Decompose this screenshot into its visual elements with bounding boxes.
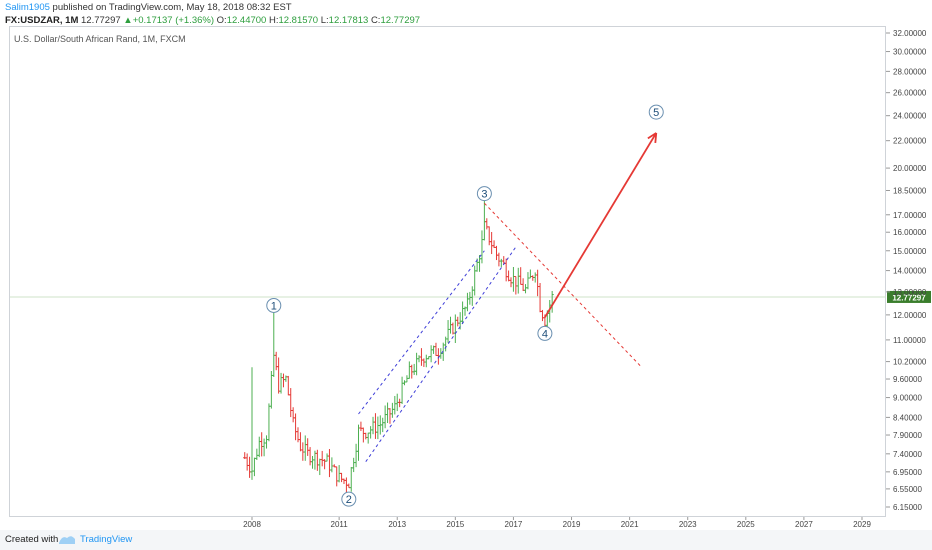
y-tick-label: 20.00000	[893, 164, 927, 173]
author-link[interactable]: Salim1905	[5, 2, 50, 13]
channel-line[interactable]	[358, 250, 485, 415]
open-label: O:	[216, 15, 227, 26]
current-price-tag	[887, 290, 931, 303]
y-axis: 32.00000 30.00000 28.00000 26.00000 24.00000…	[886, 29, 927, 512]
wave-label: 3	[481, 189, 487, 201]
change-value: +0.17137 (+1.36%)	[132, 15, 215, 26]
wave-label: 1	[271, 300, 277, 312]
x-tick-label: 2029	[853, 520, 871, 529]
y-tick-label: 32.00000	[893, 29, 927, 38]
y-tick-label: 24.00000	[893, 112, 927, 121]
resistance-trendline[interactable]	[484, 202, 643, 368]
channel-line[interactable]	[365, 246, 517, 462]
high-value: 12.81570	[278, 15, 319, 26]
current-price-label: 12.77297	[892, 293, 926, 302]
wave-label: 2	[346, 494, 352, 506]
y-tick-label: 13.00000	[893, 288, 927, 297]
y-tick-label: 9.60000	[893, 375, 922, 384]
close-value: 12.77297	[380, 15, 421, 26]
y-tick-label: 6.55000	[893, 485, 922, 494]
y-tick-label: 12.00000	[893, 311, 927, 320]
y-tick-label: 14.00000	[893, 267, 927, 276]
symbol-label: FX:USDZAR, 1M	[5, 15, 79, 26]
x-tick-label: 2021	[621, 520, 639, 529]
x-tick-label: 2011	[331, 520, 349, 529]
y-tick-label: 22.00000	[893, 137, 927, 146]
up-arrow-icon: ▲	[123, 15, 133, 26]
y-tick-label: 16.00000	[893, 228, 927, 237]
wave-label: 4	[542, 328, 548, 340]
arrow-head-icon	[654, 132, 658, 143]
plot-frame	[9, 26, 886, 517]
low-value: 12.17813	[328, 15, 369, 26]
y-tick-label: 26.00000	[893, 89, 927, 98]
x-tick-label: 2025	[737, 520, 755, 529]
high-label: H:	[268, 15, 279, 26]
y-tick-label: 6.15000	[893, 503, 922, 512]
x-axis: 2008 2011 2013 2015 2017 2019 2021 2023 2025 2027…	[243, 517, 871, 529]
x-tick-label: 2019	[563, 520, 581, 529]
tradingview-logo-icon	[59, 536, 75, 544]
tradingview-brand-link[interactable]: TradingView	[80, 534, 133, 545]
y-tick-label: 7.90000	[893, 431, 922, 440]
x-tick-label: 2013	[388, 520, 406, 529]
chart-title: U.S. Dollar/South African Rand, 1M, FXCM	[14, 34, 186, 44]
open-value: 12.44700	[226, 15, 267, 26]
price-chart[interactable]: U.S. Dollar/South African Rand, 1M, FXCM…	[0, 0, 932, 530]
wave-label-circle[interactable]	[266, 297, 282, 313]
drawing-overlays: 1 2 3 4 5	[266, 104, 664, 507]
y-tick-label: 17.00000	[893, 211, 927, 220]
y-tick-label: 7.40000	[893, 450, 922, 459]
published-text: published on TradingView.com, May 18, 20…	[49, 2, 292, 13]
publish-line: Salim1905 published on TradingView.com, …	[5, 1, 905, 14]
x-tick-label: 2017	[505, 520, 523, 529]
current-price-line-group: 12.77297	[10, 290, 931, 303]
y-tick-label: 30.00000	[893, 48, 927, 57]
created-with-text: Created with	[5, 534, 59, 545]
y-tick-label: 6.95000	[893, 468, 922, 477]
wave-label-circle[interactable]	[476, 186, 492, 202]
y-tick-label: 15.00000	[893, 247, 927, 256]
x-tick-label: 2023	[679, 520, 697, 529]
low-label: L:	[320, 15, 329, 26]
footer-bar: Created with TradingView	[0, 530, 932, 550]
arrow-head-icon	[647, 132, 657, 140]
y-tick-label: 28.00000	[893, 67, 927, 76]
close-label: C:	[370, 15, 381, 26]
wave-label-circle[interactable]	[537, 325, 553, 341]
wave-label: 5	[653, 107, 659, 119]
x-tick-label: 2027	[795, 520, 813, 529]
y-tick-label: 10.20000	[893, 358, 927, 367]
y-tick-label: 8.40000	[893, 413, 922, 422]
wave-label-circle[interactable]	[341, 491, 357, 507]
ohlc-line: FX:USDZAR, 1M 12.77297 ▲+0.17137 (+1.36%…	[5, 14, 905, 27]
wave-label-circle[interactable]	[648, 104, 664, 120]
y-tick-label: 11.00000	[893, 336, 926, 345]
wave5-projection-arrow[interactable]	[544, 132, 658, 318]
chart-header: Salim1905 published on TradingView.com, …	[5, 1, 905, 27]
y-tick-label: 9.00000	[893, 394, 922, 403]
x-tick-label: 2015	[446, 520, 464, 529]
y-tick-label: 18.50000	[893, 186, 927, 195]
x-tick-label: 2008	[243, 520, 261, 529]
last-price: 12.77297	[81, 15, 121, 26]
